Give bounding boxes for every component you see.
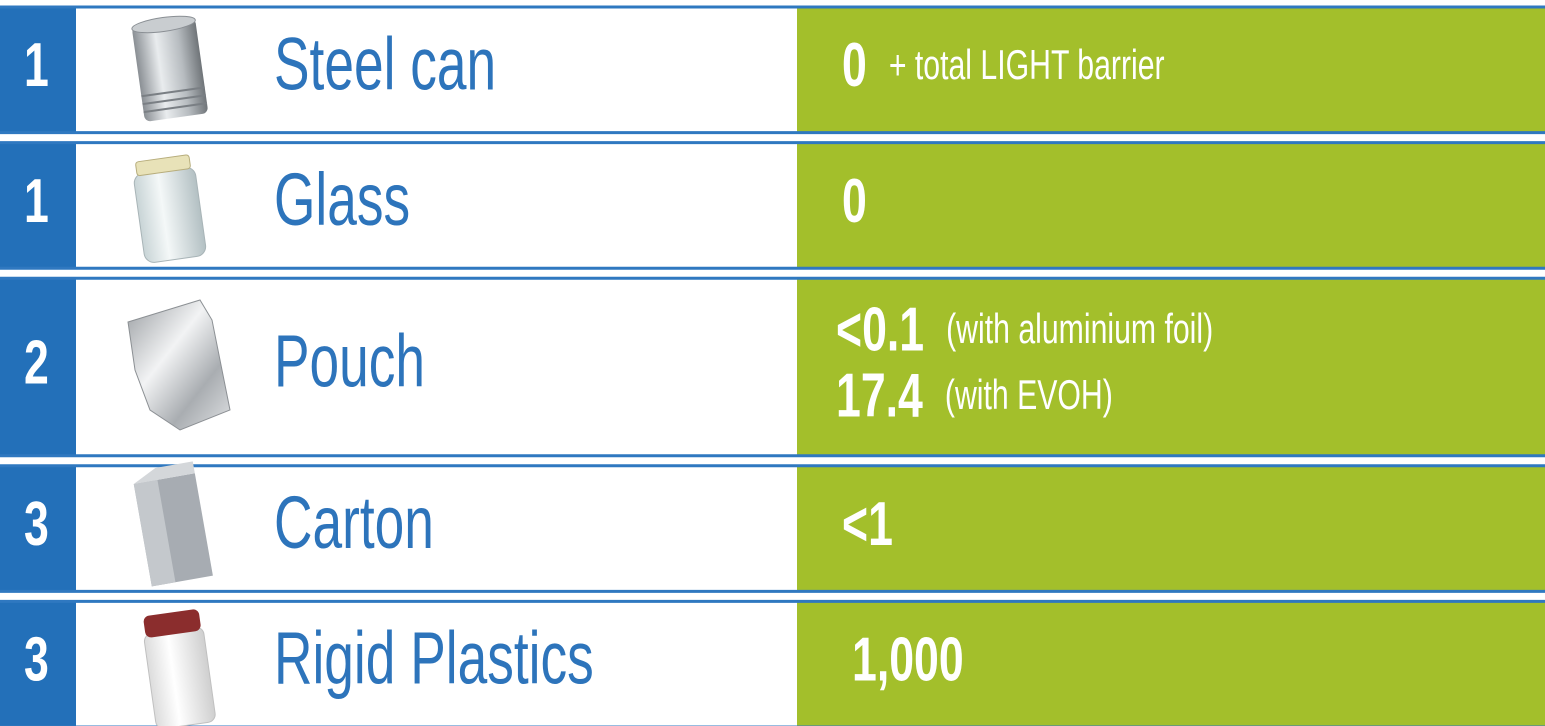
value-group: <1	[842, 490, 893, 559]
row: 3 Carton <1	[0, 464, 1545, 593]
rank-group: 2	[24, 328, 49, 397]
item-name-group: Pouch	[274, 320, 425, 403]
value-note-group: + total LIGHT barrier	[889, 41, 1165, 88]
steel-can-icon	[131, 15, 208, 122]
value-note: (with EVOH)	[945, 371, 1113, 418]
item-name-group: Rigid Plastics	[274, 617, 594, 700]
value-group: 17.4	[836, 361, 923, 430]
value: <0.1	[836, 295, 924, 364]
item-name-group: Glass	[274, 158, 410, 241]
value-group: 0	[842, 167, 867, 236]
row: 2 Pouch <0.1 (with aluminium foil) 17.4 (with…	[0, 276, 1545, 458]
rank-group: 3	[24, 490, 49, 559]
value: <1	[842, 490, 893, 559]
item-name: Steel can	[274, 23, 496, 106]
cells: 1 Steel can 0 + total LIGHT barrier 1 Glass 0 2…	[0, 5, 1545, 726]
value-cell	[797, 143, 1545, 268]
rank-cell	[0, 602, 76, 726]
rank-cell	[0, 279, 76, 455]
item-name: Glass	[274, 158, 410, 241]
rank-group: 1	[24, 31, 49, 100]
pouch-icon	[127, 299, 231, 431]
value-group: 0	[842, 31, 867, 100]
value-group: <0.1	[836, 295, 924, 364]
plastic-bottle-icon	[143, 609, 216, 726]
item-name: Carton	[274, 482, 434, 565]
value-cell	[797, 8, 1545, 132]
item-name: Rigid Plastics	[274, 617, 594, 700]
carton-icon	[133, 461, 213, 587]
value-cell	[797, 279, 1545, 455]
icons	[127, 15, 231, 726]
value-note: + total LIGHT barrier	[889, 41, 1165, 88]
row: 1 Steel can 0 + total LIGHT barrier	[0, 5, 1545, 135]
rank: 3	[24, 625, 49, 694]
row: 1 Glass 0	[0, 141, 1545, 270]
value-group: 1,000	[852, 625, 964, 694]
rank-group: 1	[24, 167, 49, 236]
value: 1,000	[852, 625, 964, 694]
rank-cell	[0, 143, 76, 268]
item-name: Pouch	[274, 320, 425, 403]
glass-jar-icon	[133, 154, 207, 263]
value: 0	[842, 167, 867, 236]
rank-cell	[0, 466, 76, 591]
rank: 3	[24, 490, 49, 559]
value: 0	[842, 31, 867, 100]
item-name-group: Carton	[274, 482, 434, 565]
value-cell	[797, 466, 1545, 591]
rank-group: 3	[24, 625, 49, 694]
rank-cell	[0, 8, 76, 132]
value-note: (with aluminium foil)	[946, 305, 1213, 352]
rank: 2	[24, 328, 49, 397]
value-note-group: (with aluminium foil)	[946, 305, 1213, 352]
rank: 1	[24, 167, 49, 236]
rank: 1	[24, 31, 49, 100]
row: 3 Rigid Plastics 1,000	[0, 599, 1545, 726]
item-name-group: Steel can	[274, 23, 496, 106]
value: 17.4	[836, 361, 923, 430]
value-note-group: (with EVOH)	[945, 371, 1113, 418]
value-cell	[797, 602, 1545, 726]
